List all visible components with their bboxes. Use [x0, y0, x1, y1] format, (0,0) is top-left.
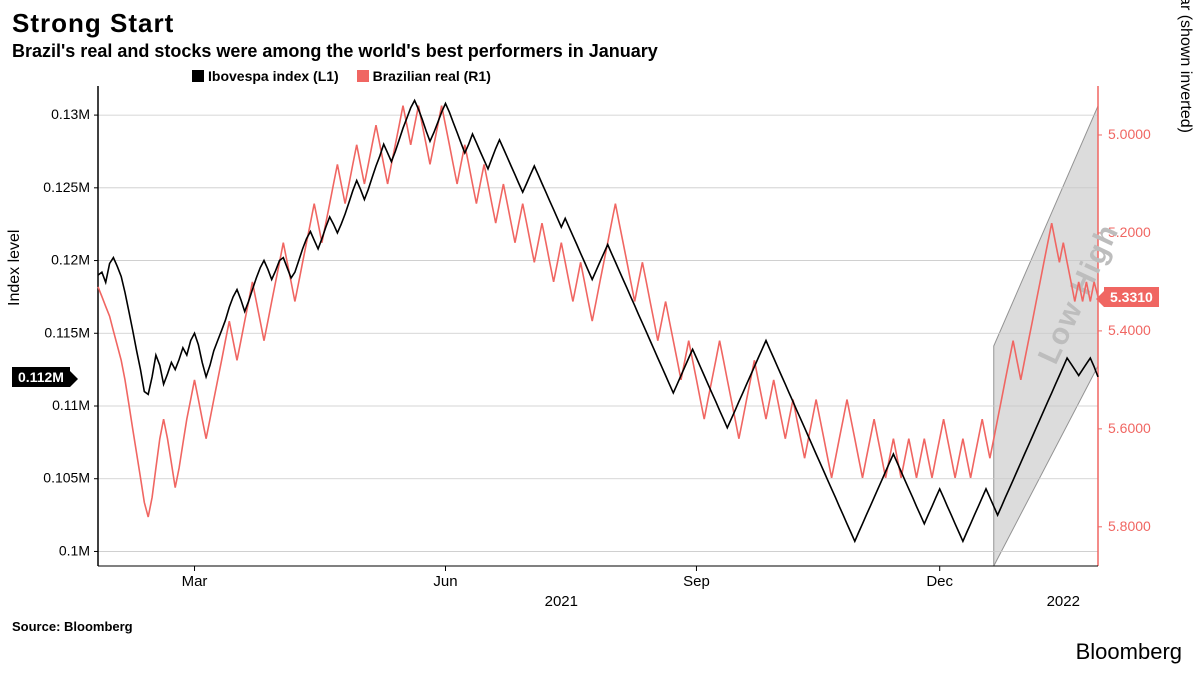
svg-text:5.4000: 5.4000: [1108, 322, 1151, 338]
legend: Ibovespa index (L1) Brazilian real (R1): [192, 68, 505, 85]
source-text: Source: Bloomberg: [12, 619, 1188, 634]
chart-area: Ibovespa index (L1) Brazilian real (R1) …: [12, 68, 1188, 613]
y2-last-value-badge: 5.3310: [1104, 287, 1159, 307]
svg-text:5.0000: 5.0000: [1108, 126, 1151, 142]
svg-text:Dec: Dec: [926, 573, 953, 590]
y1-axis-label: Index level: [6, 229, 24, 306]
svg-text:0.125M: 0.125M: [43, 179, 90, 195]
chart-svg: 0.1M 0.105M 0.11M 0.115M 0.12M 0.125M 0.13M 5.0…: [12, 68, 1188, 608]
svg-text:2021: 2021: [545, 593, 578, 608]
chart-subtitle: Brazil's real and stocks were among the …: [12, 41, 1188, 62]
svg-text:0.105M: 0.105M: [43, 470, 90, 486]
svg-text:2022: 2022: [1047, 593, 1080, 608]
svg-text:Sep: Sep: [683, 573, 710, 590]
svg-text:5.8000: 5.8000: [1108, 518, 1151, 534]
legend-item-1: Ibovespa index (L1): [192, 68, 339, 84]
svg-text:Mar: Mar: [182, 573, 208, 590]
legend-label-1: Ibovespa index (L1): [208, 68, 339, 84]
svg-text:0.11M: 0.11M: [52, 397, 90, 413]
y2-axis-label: Reais per dollar (shown inverted): [1176, 0, 1194, 133]
svg-text:0.13M: 0.13M: [51, 106, 90, 122]
legend-label-2: Brazilian real (R1): [373, 68, 491, 84]
legend-swatch-2: [357, 70, 369, 82]
svg-text:0.12M: 0.12M: [51, 252, 90, 268]
legend-item-2: Brazilian real (R1): [357, 68, 491, 84]
svg-text:5.6000: 5.6000: [1108, 420, 1151, 436]
legend-swatch-1: [192, 70, 204, 82]
svg-text:0.1M: 0.1M: [59, 542, 90, 558]
chart-title: Strong Start: [12, 8, 1188, 39]
svg-text:Jun: Jun: [433, 573, 457, 590]
y1-last-value-badge: 0.112M: [12, 367, 70, 387]
svg-text:0.115M: 0.115M: [44, 324, 90, 340]
brand-logo-text: Bloomberg: [1076, 639, 1182, 665]
